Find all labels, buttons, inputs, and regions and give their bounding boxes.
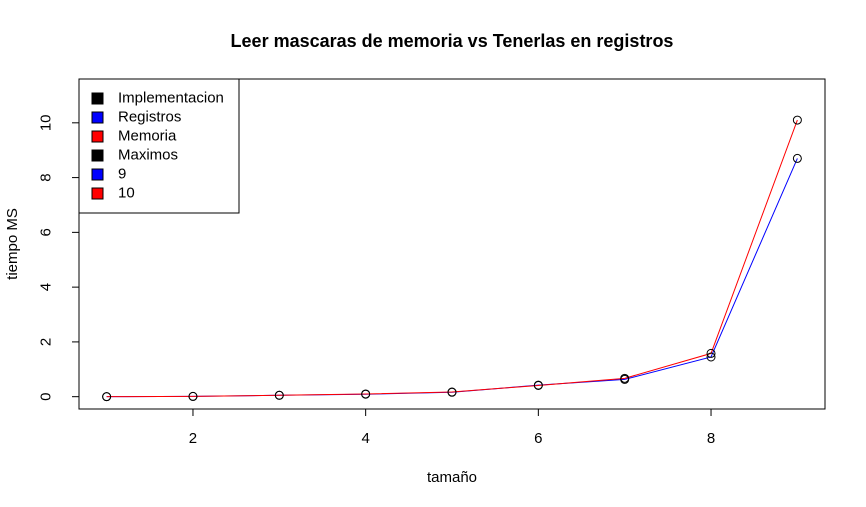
y-axis-label: tiempo MS <box>4 208 21 280</box>
y-tick-label: 2 <box>38 338 55 346</box>
chart-title: Leer mascaras de memoria vs Tenerlas en … <box>231 31 674 51</box>
legend-label: 10 <box>118 185 135 202</box>
x-axis: 2 4 6 8 <box>189 408 715 447</box>
legend-swatch <box>91 149 104 162</box>
legend-label: Registros <box>118 109 181 126</box>
data-point-memoria <box>620 373 630 383</box>
y-tick-label: 6 <box>38 228 55 236</box>
legend-swatch <box>91 92 104 105</box>
data-point-registros <box>792 153 802 163</box>
legend-box <box>78 78 240 214</box>
legend-label: 9 <box>118 166 126 183</box>
data-point-memoria <box>274 390 284 400</box>
data-point-memoria <box>102 392 112 402</box>
y-tick-label: 0 <box>38 393 55 401</box>
legend: Implementacion Registros Memoria Maximos 9 10 <box>78 78 240 214</box>
series-line-memoria <box>106 119 798 398</box>
x-axis-label: tamaño <box>427 469 477 486</box>
data-point-memoria <box>188 391 198 401</box>
data-point-registros <box>706 352 716 362</box>
data-point-memoria <box>706 348 716 358</box>
x-tick-label: 4 <box>361 430 369 447</box>
data-point-memoria <box>533 380 543 390</box>
legend-label: Maximos <box>118 147 178 164</box>
data-point-memoria <box>361 389 371 399</box>
y-tick-label: 10 <box>38 114 55 131</box>
legend-label: Implementacion <box>118 90 224 107</box>
legend-swatch <box>91 130 104 143</box>
x-tick-label: 6 <box>534 430 542 447</box>
x-tick-label: 2 <box>189 430 197 447</box>
legend-swatch <box>91 168 104 181</box>
legend-swatch <box>91 187 104 200</box>
legend-swatch <box>91 111 104 124</box>
y-tick-label: 8 <box>38 173 55 181</box>
data-point-memoria <box>447 387 457 397</box>
legend-label: Memoria <box>118 128 177 145</box>
y-tick-label: 4 <box>38 283 55 291</box>
y-axis: 0 2 4 6 8 10 <box>38 114 80 401</box>
series-layer <box>102 115 802 402</box>
x-tick-label: 8 <box>707 430 715 447</box>
data-point-memoria <box>792 115 802 125</box>
